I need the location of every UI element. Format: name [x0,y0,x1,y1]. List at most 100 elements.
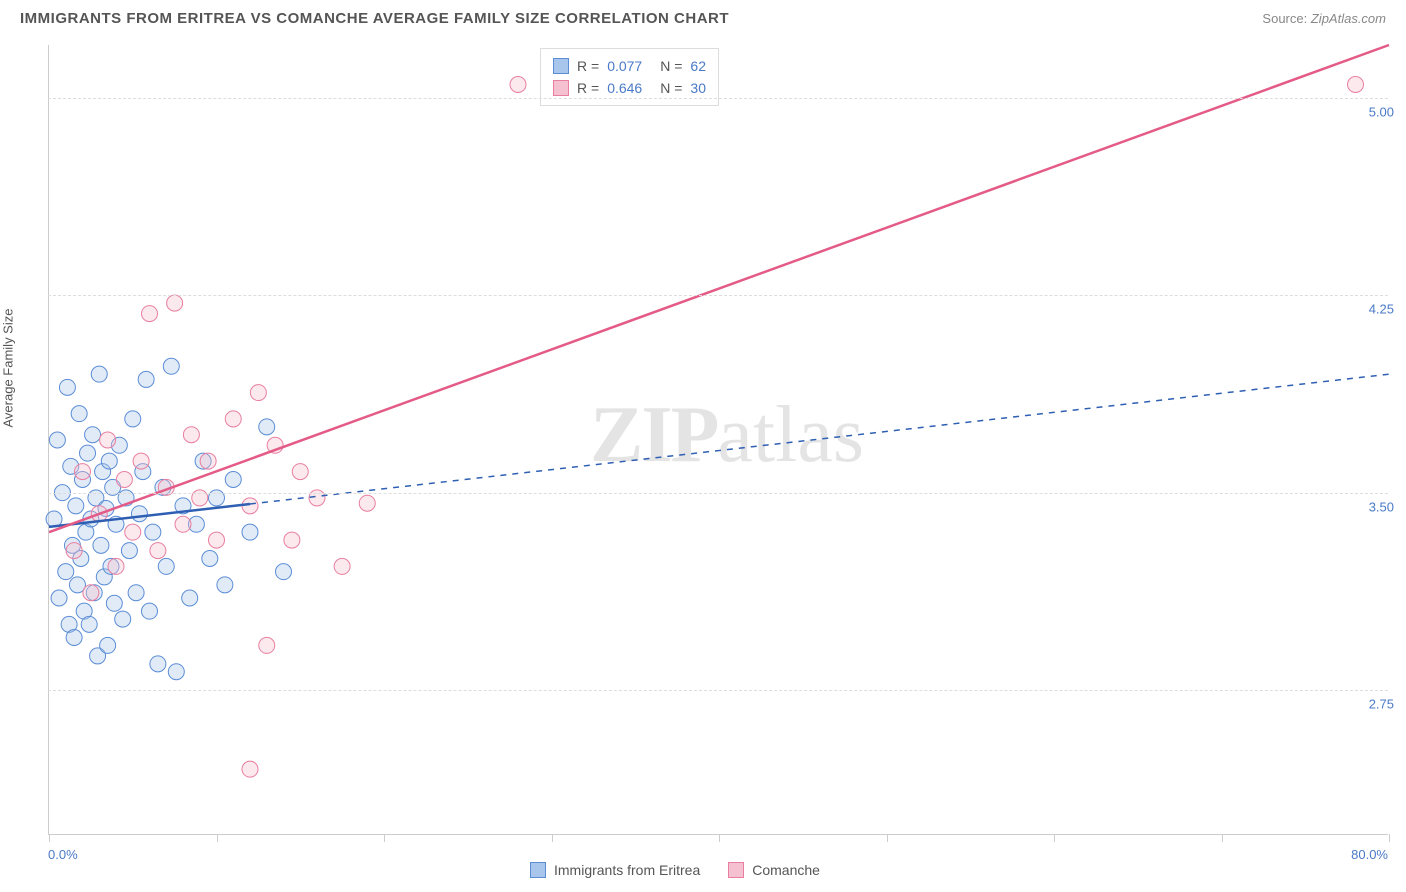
scatter-point [91,366,107,382]
scatter-point [116,472,132,488]
scatter-point [225,472,241,488]
scatter-point [68,498,84,514]
scatter-point [359,495,375,511]
series-legend: Immigrants from Eritrea Comanche [530,862,820,878]
scatter-point [150,543,166,559]
scatter-point [225,411,241,427]
scatter-point [125,411,141,427]
scatter-point [167,295,183,311]
scatter-point [128,585,144,601]
scatter-point [175,516,191,532]
scatter-point [125,524,141,540]
legend-r-value: 0.646 [607,77,642,99]
legend-series-name: Immigrants from Eritrea [554,862,700,878]
scatter-point [150,656,166,672]
y-axis-label: Average Family Size [1,309,16,428]
legend-item: Comanche [728,862,820,878]
scatter-point [83,585,99,601]
y-tick-label: 5.00 [1369,104,1394,119]
scatter-point [101,453,117,469]
scatter-point [242,524,258,540]
chart-header: IMMIGRANTS FROM ERITREA VS COMANCHE AVER… [20,10,1386,27]
scatter-point [66,630,82,646]
scatter-point [59,379,75,395]
source-label: Source: [1262,11,1307,26]
scatter-point [217,577,233,593]
scatter-point [142,306,158,322]
scatter-point [100,432,116,448]
scatter-point [115,611,131,627]
scatter-point [145,524,161,540]
scatter-point [133,453,149,469]
scatter-point [93,537,109,553]
legend-swatch [728,862,744,878]
chart-svg [49,45,1388,834]
grid-line [48,493,1388,494]
grid-line [48,690,1388,691]
scatter-point [100,637,116,653]
source-attribution: Source: ZipAtlas.com [1262,11,1386,26]
legend-n-label: N = [660,55,682,77]
x-tick [719,834,720,842]
scatter-point [1348,77,1364,93]
y-tick-label: 4.25 [1369,302,1394,317]
grid-line [48,98,1388,99]
scatter-point [276,564,292,580]
scatter-point [108,558,124,574]
trend-line [49,45,1389,532]
legend-n-label: N = [660,77,682,99]
scatter-point [75,464,91,480]
legend-n-value: 62 [690,55,706,77]
scatter-point [334,558,350,574]
y-tick-label: 3.50 [1369,499,1394,514]
scatter-point [259,419,275,435]
scatter-point [200,453,216,469]
source-value: ZipAtlas.com [1311,11,1386,26]
scatter-point [250,385,266,401]
scatter-point [81,616,97,632]
chart-title: IMMIGRANTS FROM ERITREA VS COMANCHE AVER… [20,10,729,27]
scatter-point [183,427,199,443]
scatter-point [142,603,158,619]
scatter-point [158,558,174,574]
legend-swatch [530,862,546,878]
legend-row: R = 0.077 N = 62 [553,55,706,77]
legend-n-value: 30 [690,77,706,99]
x-min-label: 0.0% [48,847,78,862]
legend-swatch [553,80,569,96]
scatter-point [209,532,225,548]
x-tick [217,834,218,842]
grid-line [48,295,1388,296]
scatter-point [168,664,184,680]
y-tick-label: 2.75 [1369,697,1394,712]
x-tick [887,834,888,842]
x-tick [552,834,553,842]
plot-area [48,45,1388,835]
x-tick [1222,834,1223,842]
scatter-point [510,77,526,93]
scatter-point [284,532,300,548]
legend-swatch [553,58,569,74]
scatter-point [85,427,101,443]
scatter-point [80,445,96,461]
scatter-point [182,590,198,606]
x-tick [49,834,50,842]
legend-row: R = 0.646N = 30 [553,77,706,99]
x-tick [384,834,385,842]
scatter-point [58,564,74,580]
trend-line-dashed [250,374,1389,504]
scatter-point [202,551,218,567]
scatter-point [106,595,122,611]
scatter-point [163,358,179,374]
scatter-point [138,371,154,387]
scatter-point [259,637,275,653]
scatter-point [292,464,308,480]
scatter-point [51,590,67,606]
x-max-label: 80.0% [1351,847,1388,862]
legend-r-label: R = [577,55,599,77]
scatter-point [66,543,82,559]
legend-r-value: 0.077 [607,55,642,77]
scatter-point [242,761,258,777]
scatter-point [131,506,147,522]
scatter-point [49,432,65,448]
